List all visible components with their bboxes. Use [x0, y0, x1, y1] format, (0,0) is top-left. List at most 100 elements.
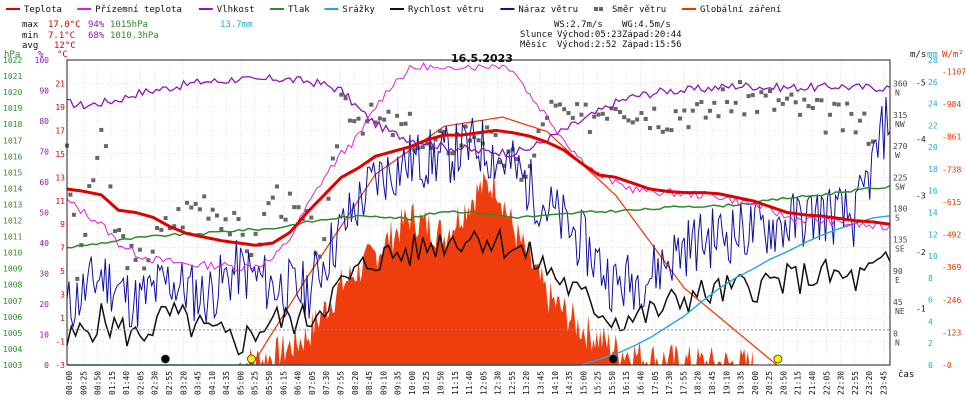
wind-dir-point: [682, 108, 687, 113]
legend-label: Tlak: [288, 5, 310, 15]
pressure-tick: 1008: [3, 281, 22, 290]
pressure-tick: 1004: [3, 345, 22, 354]
wind-dir-point: [742, 112, 747, 117]
time-tick: 07:30: [322, 371, 331, 395]
wind-dir-point: [712, 100, 717, 105]
wind-dir-point: [866, 141, 871, 146]
wind-dir-label: SW: [895, 182, 905, 191]
wind-dir-point: [853, 130, 858, 135]
wind-dir-point: [450, 151, 455, 156]
rain-tick: 2: [928, 339, 933, 348]
wind-dir-point: [150, 249, 155, 254]
legend-label: Směr větru: [612, 5, 666, 15]
rain-tick: 18: [928, 165, 938, 174]
time-tick: 13:45: [537, 371, 546, 395]
humidity-tick: 80: [39, 117, 49, 126]
time-tick: 17:05: [651, 371, 660, 395]
sunset-time: Západ:20:44: [622, 30, 682, 40]
time-tick: 01:40: [122, 371, 131, 395]
time-tick: 21:15: [794, 371, 803, 395]
wind-dir-point: [412, 147, 417, 152]
wind-dir-point: [121, 234, 126, 239]
wind-dir-point: [849, 111, 854, 116]
temperature-tick: 21: [55, 80, 65, 89]
wind-dir-point: [763, 93, 768, 98]
legend: Teplota Přízemní teplota Vlhkost Tlak Srážky…: [6, 5, 781, 15]
wind-dir-point: [592, 114, 597, 119]
humidity-tick: 40: [39, 239, 49, 248]
wind-dir-point: [386, 109, 391, 114]
wind-dir-point: [292, 205, 297, 210]
wind-dir-point: [322, 237, 327, 242]
temperature-tick: 7: [60, 244, 65, 253]
axes: 1003100410051006100710081009101010111012…: [3, 56, 966, 395]
wind-dir-point: [68, 192, 73, 197]
time-tick: 02:55: [165, 371, 174, 395]
stats-min-hum: 68%: [88, 31, 105, 41]
stats-min-temp: 7.1°C: [48, 31, 75, 41]
pressure-tick: 1010: [3, 249, 22, 258]
rain-tick: 12: [928, 230, 938, 239]
wind-dir-point: [566, 111, 571, 115]
wind-dir-point: [335, 144, 339, 149]
wind-dir-point: [390, 133, 395, 137]
wind-dir-point: [463, 124, 468, 129]
time-tick: 15:25: [594, 371, 603, 395]
time-tick: 20:25: [765, 371, 774, 395]
wind-dir-point: [373, 120, 378, 125]
wind-dir-point: [746, 94, 751, 99]
temperature-tick: 9: [60, 220, 65, 229]
wind-dir-point: [240, 232, 245, 237]
wind-dir-point: [806, 104, 811, 109]
wind-dir-point: [772, 107, 777, 112]
wind-dir-point: [382, 117, 387, 122]
time-tick: 07:55: [337, 371, 346, 395]
wind-dir-point: [87, 184, 92, 189]
rain-line: [67, 215, 891, 366]
time-tick: 11:15: [451, 371, 460, 395]
rain-tick: 6: [928, 296, 933, 305]
time-tick: 07:05: [308, 371, 317, 395]
stats-max-press: 1015hPa: [110, 20, 148, 30]
time-tick: 08:45: [365, 371, 374, 395]
temperature-tick: 3: [60, 291, 65, 300]
wind-dir-point: [117, 228, 122, 232]
wind-dir-point: [776, 98, 781, 103]
wind-dir-point: [527, 164, 532, 169]
temperature-tick: 1: [60, 314, 65, 323]
time-tick: 22:30: [837, 371, 846, 395]
wind-dir-point: [180, 225, 185, 230]
wind-dir-label: SE: [895, 245, 905, 254]
wind-dir-point: [99, 127, 104, 132]
wind-dir-point: [695, 102, 700, 107]
wind-dir-point: [287, 191, 292, 196]
wind-dir-label: N: [895, 338, 900, 347]
rain-tick: 22: [928, 121, 938, 130]
wind-dir-point: [703, 115, 708, 120]
pressure-tick: 1011: [3, 233, 22, 242]
wind-dir-point: [562, 107, 567, 112]
wind-dir-point: [206, 216, 211, 221]
wind-dir-point: [673, 109, 678, 114]
wind-dir-point: [605, 116, 610, 121]
time-tick: 00:25: [79, 371, 88, 395]
wind-dir-point: [643, 117, 648, 121]
wind-dir-point: [360, 131, 365, 136]
wind-dir-point: [832, 101, 837, 106]
wind-dir-tick: 180: [893, 205, 908, 214]
time-tick: 15:50: [608, 371, 617, 395]
time-tick: 13:20: [522, 371, 531, 395]
time-tick: 15:00: [579, 371, 588, 395]
wind-tick: -4: [916, 135, 926, 144]
sunset-marker: [773, 354, 783, 364]
stats-min-label: min: [22, 31, 38, 41]
wind-dir-label: S: [895, 214, 900, 223]
wind-dir-point: [635, 117, 640, 122]
wind-dir-tick: 90: [893, 267, 903, 276]
wind-dir-point: [133, 257, 138, 262]
wind-dir-point: [823, 130, 828, 135]
wind-dir-point: [352, 119, 357, 124]
stats-block: max 17.0°C 94% 1015hPa 13.7mm min 7.1°C …: [22, 20, 253, 51]
wind-dir-point: [502, 163, 507, 168]
wind-dir-point: [532, 153, 537, 158]
